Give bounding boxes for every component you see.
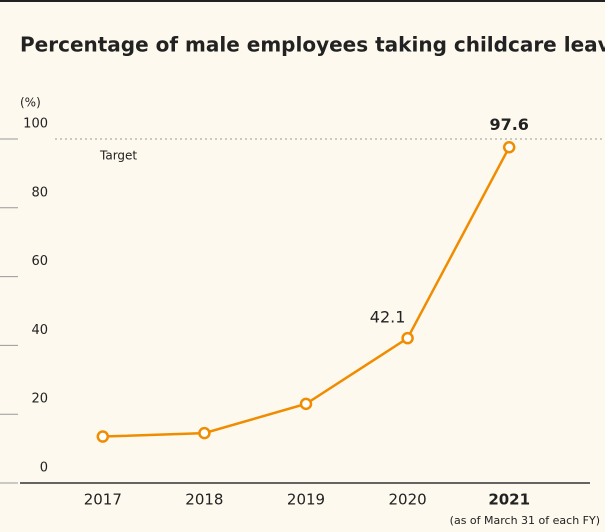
marker [96,430,110,443]
marker [502,141,516,154]
y-tick-label: 20 [31,392,48,407]
marker [401,331,414,345]
y-tick-label: 40 [31,323,48,338]
marker [299,397,313,411]
chart-title: Percentage of male employees taking chil… [20,33,605,57]
x-tick-label: 2021 [488,491,530,509]
top-border [0,0,605,2]
target-label: Target [99,149,137,163]
x-tick-label: 2019 [287,491,325,509]
y-tick-label: 80 [31,185,48,200]
x-tick-label: 2020 [389,491,427,509]
data-label: 97.6 [489,115,528,134]
y-tick-label: 60 [31,254,48,269]
y-axis-label: (%) [20,96,41,110]
marker [198,426,211,440]
y-tick-label: 0 [40,461,48,476]
y-tick-label: 100 [23,117,48,132]
data-label: 42.1 [370,308,406,327]
footnote: (as of March 31 of each FY) [450,514,600,527]
x-tick-label: 2017 [84,491,122,509]
x-tick-label: 2018 [185,491,223,509]
